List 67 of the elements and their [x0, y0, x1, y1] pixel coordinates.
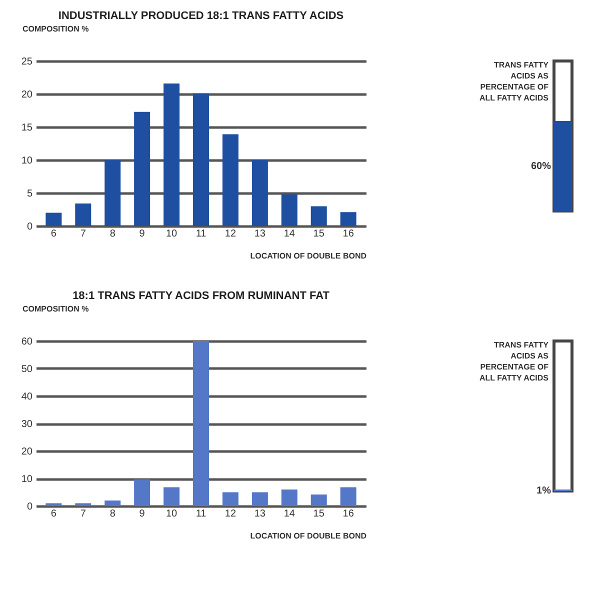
x-tick-label: 6	[50, 228, 57, 240]
x-tick-label: 12	[224, 508, 236, 520]
x-tick-label: 13	[254, 228, 266, 240]
x-tick-label: 7	[80, 228, 86, 240]
x-tick-label: 8	[110, 508, 116, 520]
x-axis-title: LOCATION OF DOUBLE BOND	[250, 252, 367, 260]
bar	[164, 83, 180, 226]
x-tick-label: 9	[139, 228, 146, 240]
text: TRANS FATTY ACIDS AS PERCENTAGE OF ALL FATTY ACIDS	[479, 340, 550, 382]
bar	[46, 212, 62, 226]
y-tick-label: 30	[21, 419, 33, 430]
bar	[222, 134, 238, 226]
y-tick-label: 20	[21, 90, 33, 100]
bar	[222, 492, 238, 506]
bar	[104, 500, 121, 506]
x-tick-label: 14	[284, 508, 296, 520]
x-tick-label: 10	[166, 508, 178, 520]
x-axis-title: LOCATION OF DOUBLE BOND	[250, 532, 367, 540]
bar	[46, 503, 62, 506]
data-label: 1%	[536, 485, 552, 496]
x-tick-label: 7	[80, 508, 86, 520]
chart-title: 18:1 TRANS FATTY ACIDS FROM RUMINANT FAT	[72, 290, 330, 302]
bar	[164, 487, 180, 506]
y-tick-label: 40	[21, 392, 33, 402]
x-tick-label: 11	[196, 228, 207, 240]
x-tick-label: 8	[110, 228, 116, 240]
bar	[310, 206, 327, 226]
y-axis-title: COMPOSITION %	[22, 24, 89, 34]
text: TRANS FATTY ACIDS AS PERCENTAGE OF ALL FATTY ACIDS	[479, 60, 550, 102]
y-tick-label: 25	[21, 56, 33, 68]
bar	[193, 93, 209, 226]
bar	[281, 490, 298, 506]
x-tick-label: 15	[313, 508, 325, 520]
chart-title: INDUSTRIALLY PRODUCED 18:1 TRANS FATTY ACIDS	[58, 10, 344, 22]
bar	[252, 492, 268, 506]
y-tick-label: 5	[26, 188, 33, 200]
y-tick-label: 10	[21, 156, 33, 166]
bar	[340, 487, 356, 506]
y-tick-label: 60	[21, 336, 33, 348]
bar	[104, 160, 121, 226]
bar	[310, 494, 327, 506]
x-tick-label: 16	[342, 508, 354, 520]
bar	[281, 194, 298, 226]
y-axis-title: COMPOSITION %	[22, 304, 89, 314]
x-tick-label: 12	[224, 228, 236, 240]
bar	[75, 503, 92, 506]
x-tick-label: 16	[342, 228, 354, 240]
y-tick-label: 0	[26, 502, 33, 512]
y-tick-label: 10	[21, 474, 33, 485]
y-tick-label: 15	[21, 122, 33, 134]
x-tick-label: 10	[166, 228, 178, 240]
x-tick-label: 15	[313, 228, 325, 240]
bar	[134, 112, 150, 226]
bar	[134, 479, 150, 506]
x-tick-label: 9	[139, 508, 146, 520]
x-tick-label: 14	[284, 228, 296, 240]
data-label: 60%	[530, 161, 552, 172]
y-tick-label: 20	[21, 446, 33, 458]
x-tick-label: 11	[196, 508, 207, 520]
y-tick-label: 0	[26, 222, 33, 232]
x-tick-label: 13	[254, 508, 266, 520]
bar	[75, 204, 92, 226]
y-tick-label: 50	[21, 364, 33, 375]
bar	[193, 341, 209, 506]
bar	[252, 160, 268, 226]
x-tick-label: 6	[50, 508, 57, 520]
bar	[340, 212, 356, 226]
